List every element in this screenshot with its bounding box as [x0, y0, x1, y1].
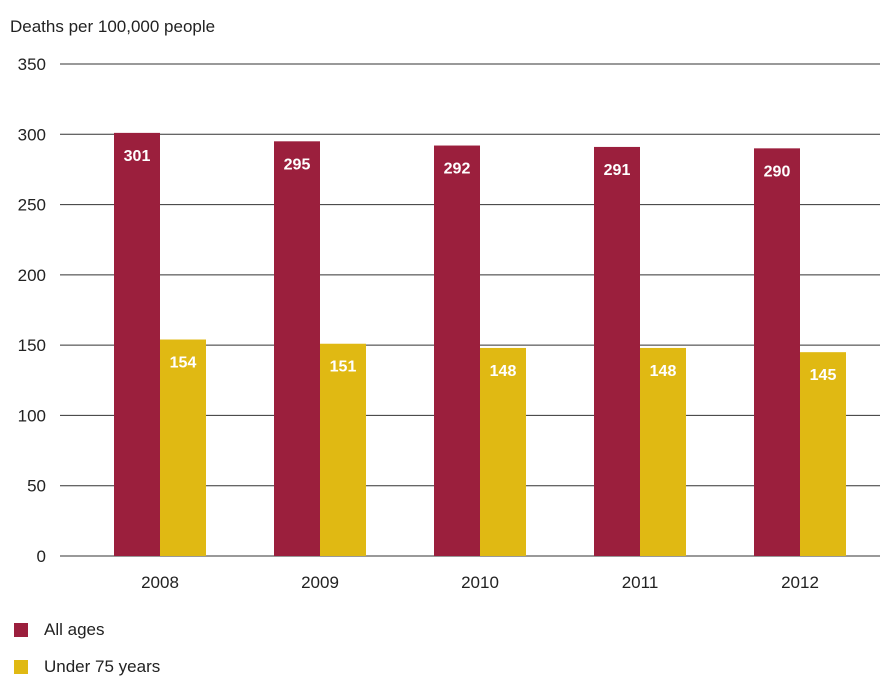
data-label: 290	[764, 163, 791, 180]
bar-under-75	[160, 339, 206, 556]
bar-all-ages	[754, 148, 800, 557]
bar-under-75	[640, 347, 686, 556]
data-label: 145	[810, 367, 837, 384]
legend-label-under-75: Under 75 years	[44, 657, 161, 676]
bar-all-ages	[274, 141, 320, 557]
y-axis-label: Deaths per 100,000 people	[10, 17, 216, 36]
data-label: 295	[284, 156, 311, 173]
data-label: 148	[490, 363, 517, 380]
legend-swatch-under-75	[14, 660, 28, 674]
data-label: 291	[604, 162, 631, 179]
x-tick-label: 2010	[461, 573, 499, 592]
data-label: 301	[124, 148, 151, 165]
data-label: 292	[444, 161, 471, 178]
data-label: 154	[170, 355, 197, 372]
legend-item-all-ages: All ages	[14, 620, 160, 640]
y-tick-label: 0	[37, 547, 46, 566]
x-tick-label: 2009	[301, 573, 339, 592]
bar-under-75	[320, 343, 366, 556]
bar-under-75	[800, 352, 846, 556]
legend-item-under-75: Under 75 years	[14, 657, 160, 677]
legend: All ages Under 75 years	[14, 620, 160, 694]
y-tick-label: 200	[18, 266, 46, 285]
y-tick-label: 350	[18, 55, 46, 74]
chart-plot: 0 50 100 150 200 250 300 350 301 154 2008 295 151 200…	[18, 55, 880, 592]
x-tick-label: 2011	[622, 573, 659, 592]
y-tick-label: 100	[18, 406, 46, 425]
data-label: 151	[330, 359, 357, 376]
x-tick-label: 2008	[141, 573, 179, 592]
y-tick-label: 300	[18, 125, 46, 144]
bar-all-ages	[114, 132, 160, 556]
bar-under-75	[480, 347, 526, 556]
bar-all-ages	[434, 145, 480, 556]
x-tick-label: 2012	[781, 573, 819, 592]
bar-all-ages	[594, 146, 640, 557]
y-tick-label: 250	[18, 196, 46, 215]
data-label: 148	[650, 363, 677, 380]
y-tick-label: 50	[27, 477, 46, 496]
y-tick-label: 150	[18, 336, 46, 355]
legend-swatch-all-ages	[14, 623, 28, 637]
legend-label-all-ages: All ages	[44, 620, 105, 639]
